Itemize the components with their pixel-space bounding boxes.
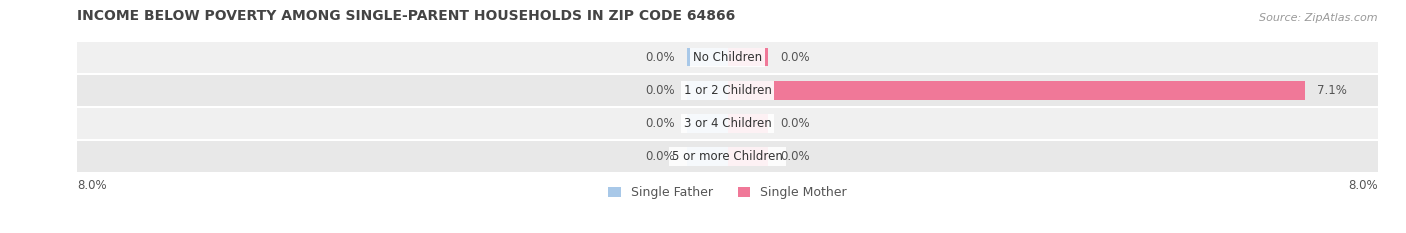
Text: INCOME BELOW POVERTY AMONG SINGLE-PARENT HOUSEHOLDS IN ZIP CODE 64866: INCOME BELOW POVERTY AMONG SINGLE-PARENT…: [77, 9, 735, 23]
Text: 0.0%: 0.0%: [645, 117, 675, 130]
Text: 0.0%: 0.0%: [645, 51, 675, 64]
Bar: [688, 48, 728, 66]
Text: No Children: No Children: [693, 51, 762, 64]
Text: 0.0%: 0.0%: [645, 84, 675, 97]
Legend: Single Father, Single Mother: Single Father, Single Mother: [603, 181, 852, 204]
Text: 8.0%: 8.0%: [77, 179, 107, 192]
Text: 0.0%: 0.0%: [780, 150, 810, 163]
Text: Source: ZipAtlas.com: Source: ZipAtlas.com: [1260, 13, 1378, 23]
Bar: [728, 48, 768, 66]
Text: 3 or 4 Children: 3 or 4 Children: [683, 117, 772, 130]
Bar: [728, 81, 1305, 99]
Text: 0.0%: 0.0%: [780, 51, 810, 64]
Text: 0.0%: 0.0%: [780, 117, 810, 130]
Text: 7.1%: 7.1%: [1317, 84, 1347, 97]
Bar: [688, 147, 728, 166]
Text: 0.0%: 0.0%: [645, 150, 675, 163]
Text: 8.0%: 8.0%: [1348, 179, 1378, 192]
Bar: [728, 114, 768, 133]
Bar: [688, 114, 728, 133]
Bar: [728, 147, 768, 166]
Bar: [688, 81, 728, 99]
Text: 1 or 2 Children: 1 or 2 Children: [683, 84, 772, 97]
Text: 5 or more Children: 5 or more Children: [672, 150, 783, 163]
